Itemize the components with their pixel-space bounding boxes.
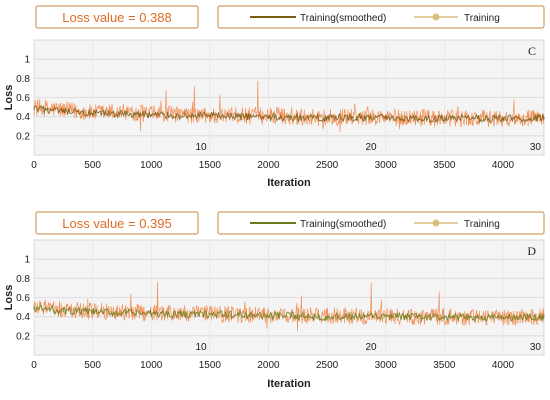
- smoothed-data-point: [414, 315, 416, 318]
- y-axis-label: Loss: [3, 285, 15, 311]
- smoothed-data-point: [355, 116, 358, 119]
- epoch-label: 20: [365, 142, 377, 153]
- epoch-label: 10: [195, 342, 207, 353]
- smoothed-data-point: [384, 315, 387, 318]
- legend-label-training-smoothed: Training(smoothed): [300, 13, 386, 24]
- smoothed-data-point: [543, 316, 545, 319]
- legend-label-training: Training: [464, 219, 500, 230]
- smoothed-data-point: [267, 115, 270, 118]
- smoothed-data-point: [472, 117, 475, 120]
- smoothed-data-point: [121, 112, 123, 115]
- loss-value-text: Loss value = 0.395: [62, 216, 172, 231]
- legend-marker-training: [432, 219, 440, 227]
- epoch-label: 10: [195, 142, 207, 153]
- smoothed-data-point: [179, 312, 182, 315]
- smoothed-data-point: [543, 116, 545, 119]
- x-tick-label: 3000: [375, 160, 398, 171]
- smoothed-data-point: [267, 314, 270, 317]
- legend-label-training: Training: [464, 13, 500, 24]
- smoothed-data-point: [443, 316, 446, 319]
- x-tick-label: 0: [31, 360, 37, 371]
- smoothed-data-point: [443, 117, 446, 120]
- x-tick-label: 500: [84, 160, 101, 171]
- y-tick-label: 0.2: [16, 131, 30, 142]
- smoothed-data-point: [208, 114, 211, 117]
- loss-value-box: [35, 5, 199, 29]
- smoothed-data-point: [62, 310, 65, 312]
- x-tick-label: 3500: [433, 160, 456, 171]
- y-tick-label: 0.8: [16, 274, 30, 285]
- y-axis-label: Loss: [3, 85, 15, 111]
- x-tick-label: 1500: [199, 360, 222, 371]
- x-axis-label: Iteration: [267, 177, 311, 189]
- panel-label: D: [527, 244, 536, 258]
- x-tick-label: 1500: [199, 160, 222, 171]
- x-tick-label: 2000: [257, 160, 280, 171]
- y-tick-label: 0.6: [16, 93, 30, 104]
- smoothed-data-point: [91, 310, 94, 313]
- y-tick-label: 0.6: [16, 293, 30, 304]
- x-axis-label: Iteration: [267, 378, 311, 390]
- series-line-training-smoothed: [33, 304, 545, 323]
- x-tick-label: 1000: [140, 160, 163, 171]
- smoothed-data-point: [238, 313, 241, 316]
- y-tick-label: 1: [24, 255, 30, 266]
- smoothed-data-point: [502, 117, 504, 120]
- smoothed-data-point: [208, 313, 211, 316]
- x-tick-label: 2000: [257, 360, 280, 371]
- smoothed-data-point: [33, 108, 35, 110]
- x-tick-label: 2500: [316, 360, 339, 371]
- y-tick-label: 1: [24, 55, 30, 66]
- loss-value-text: Loss value = 0.388: [62, 10, 172, 25]
- smoothed-data-point: [472, 316, 475, 319]
- smoothed-data-point: [121, 311, 123, 314]
- smoothed-data-point: [414, 117, 416, 120]
- smoothed-data-point: [238, 115, 241, 118]
- legend: [217, 211, 545, 235]
- epoch-label: 30: [530, 342, 542, 353]
- legend-marker-training: [432, 13, 440, 21]
- x-tick-label: 4000: [492, 160, 515, 171]
- x-tick-label: 3500: [433, 360, 456, 371]
- smoothed-data-point: [150, 312, 153, 315]
- smoothed-data-point: [326, 315, 329, 318]
- y-tick-label: 0.4: [16, 312, 30, 323]
- smoothed-data-point: [296, 116, 299, 119]
- smoothed-data-point: [355, 315, 358, 318]
- panel-label: C: [528, 44, 536, 58]
- smoothed-data-point: [62, 110, 65, 113]
- x-tick-label: 500: [84, 360, 101, 371]
- epoch-label: 30: [530, 142, 542, 153]
- y-tick-label: 0.4: [16, 112, 30, 123]
- y-tick-label: 0.8: [16, 74, 30, 85]
- x-tick-label: 1000: [140, 360, 163, 371]
- smoothed-data-point: [91, 112, 94, 115]
- x-tick-label: 4000: [492, 360, 515, 371]
- smoothed-data-point: [326, 116, 329, 119]
- y-tick-label: 0.2: [16, 331, 30, 342]
- series-line-training-smoothed: [33, 104, 545, 125]
- smoothed-data-point: [384, 116, 387, 119]
- x-tick-label: 3000: [375, 360, 398, 371]
- smoothed-data-point: [33, 307, 35, 309]
- x-tick-label: 2500: [316, 160, 339, 171]
- series-line-training: [33, 80, 545, 133]
- loss-value-box: [35, 211, 199, 235]
- loss-chart-panel-c: 0.20.40.60.810 500 1000 1500 2000 2500 3000 350…: [3, 5, 545, 189]
- series-line-training: [33, 281, 545, 332]
- smoothed-data-point: [296, 314, 299, 317]
- legend: [217, 5, 545, 29]
- loss-chart-panel-d: 0.20.40.60.810 500 1000 1500 2000 2500 3000 350…: [3, 211, 545, 390]
- epoch-label: 20: [365, 342, 377, 353]
- x-tick-label: 0: [31, 160, 37, 171]
- smoothed-data-point: [179, 114, 182, 117]
- smoothed-data-point: [150, 113, 153, 116]
- smoothed-data-point: [502, 316, 504, 319]
- legend-label-training-smoothed: Training(smoothed): [300, 219, 386, 230]
